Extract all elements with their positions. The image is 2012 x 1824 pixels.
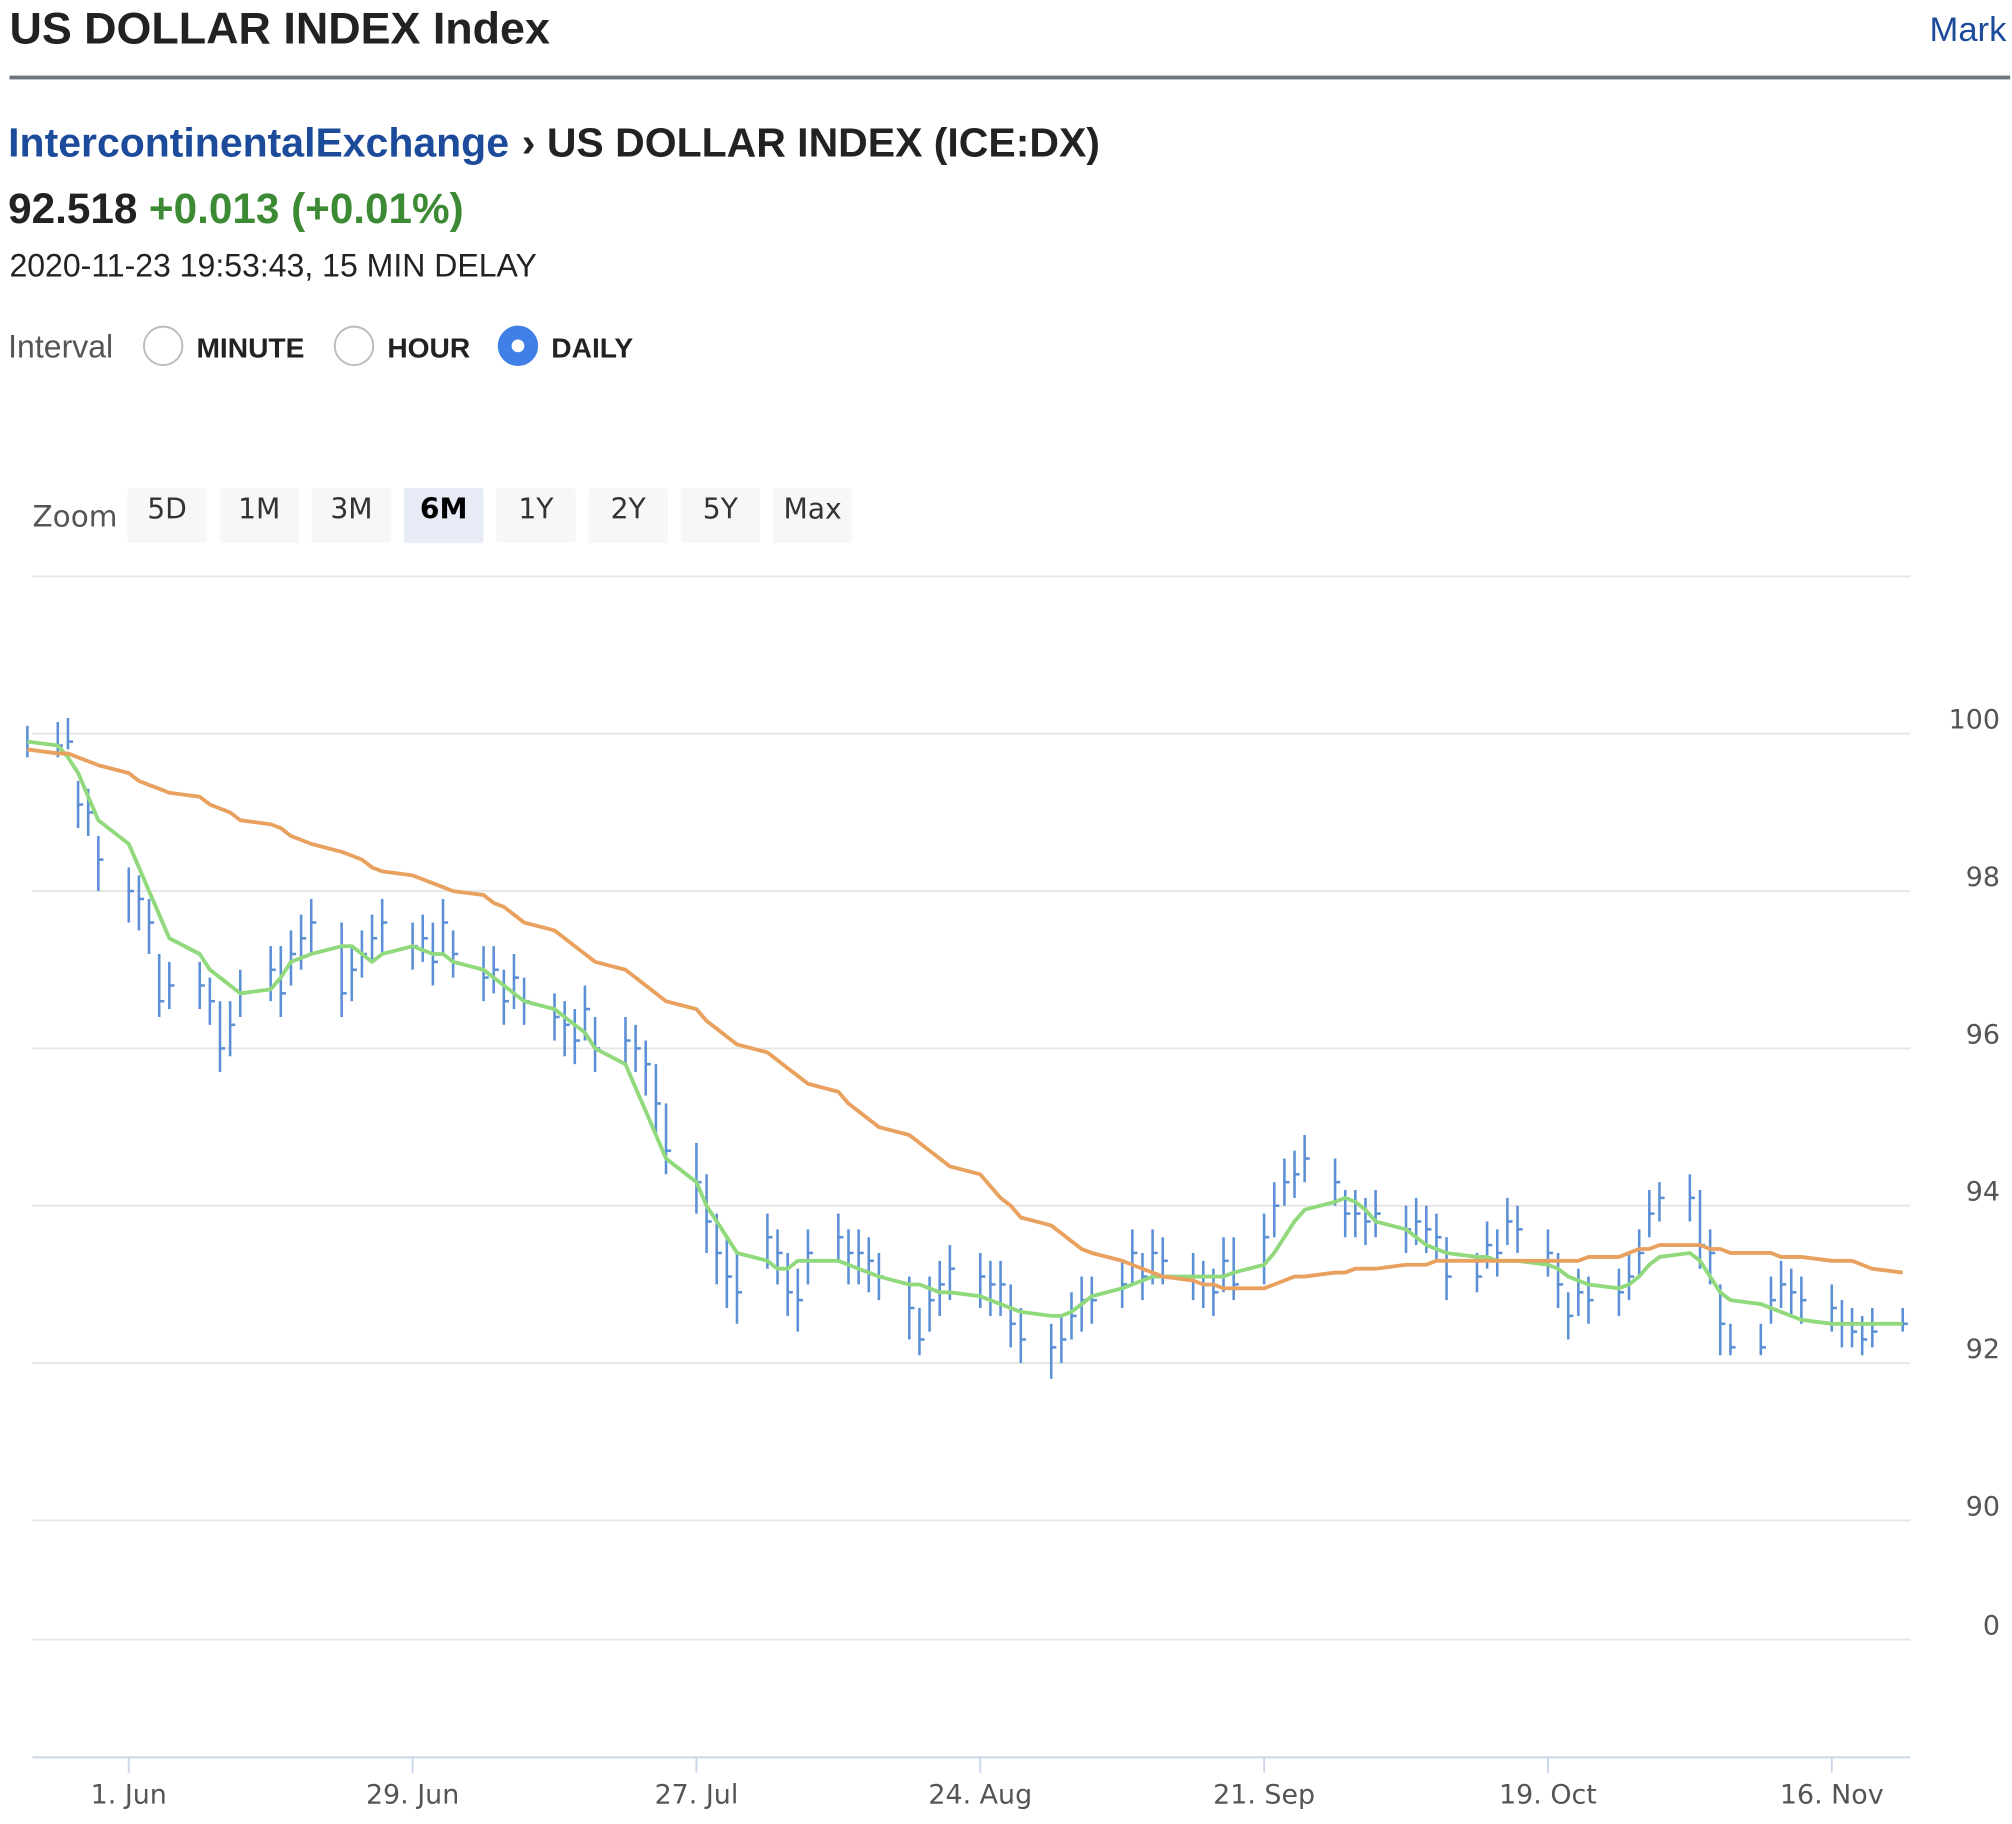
y2-tick-label: 0 bbox=[1983, 1610, 2000, 1641]
zoom-button[interactable] bbox=[588, 488, 668, 544]
header-rule bbox=[9, 75, 2011, 80]
zoom-button-label[interactable]: 6M bbox=[420, 493, 468, 526]
x-tick-label: 21. Sep bbox=[1213, 1780, 1315, 1811]
x-tick-label: 19. Oct bbox=[1499, 1780, 1597, 1811]
moving-average-line bbox=[27, 747, 1903, 1291]
instrument-name: › US DOLLAR INDEX (ICE:DX) bbox=[522, 119, 1100, 165]
zoom-button[interactable] bbox=[680, 488, 761, 544]
y-tick-label: 94 bbox=[1966, 1177, 2000, 1208]
zoom-button[interactable] bbox=[311, 488, 392, 544]
y-tick-label: 92 bbox=[1966, 1334, 2000, 1365]
x-tick-label: 24. Aug bbox=[928, 1780, 1032, 1811]
zoom-label: Zoom bbox=[33, 499, 118, 533]
moving-average-line bbox=[27, 739, 1903, 1326]
x-tick-label: 29. Jun bbox=[366, 1780, 459, 1811]
y-tick-label: 90 bbox=[1966, 1491, 2000, 1522]
radio-label[interactable]: MINUTE bbox=[196, 331, 304, 363]
page-title: US DOLLAR INDEX Index bbox=[9, 3, 550, 54]
x-tick-label: 16. Nov bbox=[1780, 1780, 1884, 1811]
x-tick-label: 1. Jun bbox=[91, 1780, 167, 1811]
zoom-button-label[interactable]: 2Y bbox=[611, 493, 647, 526]
zoom-button-label[interactable]: 1Y bbox=[518, 493, 554, 526]
zoom-button-label[interactable]: 1M bbox=[238, 493, 280, 526]
zoom-button[interactable] bbox=[219, 488, 299, 544]
exchange-link[interactable]: IntercontinentalExchange bbox=[8, 119, 509, 165]
zoom-button[interactable] bbox=[496, 488, 576, 544]
zoom-button[interactable] bbox=[403, 488, 484, 544]
zoom-button-label[interactable]: Max bbox=[783, 493, 841, 526]
zoom-button[interactable] bbox=[127, 488, 207, 544]
zoom-button-label[interactable]: 5D bbox=[147, 493, 187, 526]
price: 92.518 bbox=[8, 185, 137, 232]
y-tick-label: 98 bbox=[1966, 862, 2000, 893]
x-tick-label: 27. Jul bbox=[655, 1780, 739, 1811]
zoom-button[interactable] bbox=[772, 488, 853, 544]
y-tick-label: 96 bbox=[1966, 1019, 2000, 1050]
zoom-button-label[interactable]: 3M bbox=[330, 493, 372, 526]
zoom-button-label[interactable]: 5Y bbox=[703, 493, 739, 526]
radio-label[interactable]: DAILY bbox=[551, 331, 633, 363]
price-change: +0.013 (+0.01%) bbox=[149, 185, 464, 232]
radio[interactable] bbox=[333, 325, 375, 367]
radio-dot bbox=[511, 339, 525, 353]
nav-link[interactable]: Mark bbox=[1930, 11, 2008, 49]
radio-label[interactable]: HOUR bbox=[387, 331, 470, 363]
timestamp: 2020-11-23 19:53:43, 15 MIN DELAY bbox=[9, 248, 536, 284]
y-tick-label: 100 bbox=[1949, 705, 2000, 736]
interval-label: Interval bbox=[8, 328, 113, 364]
radio[interactable] bbox=[142, 325, 184, 367]
